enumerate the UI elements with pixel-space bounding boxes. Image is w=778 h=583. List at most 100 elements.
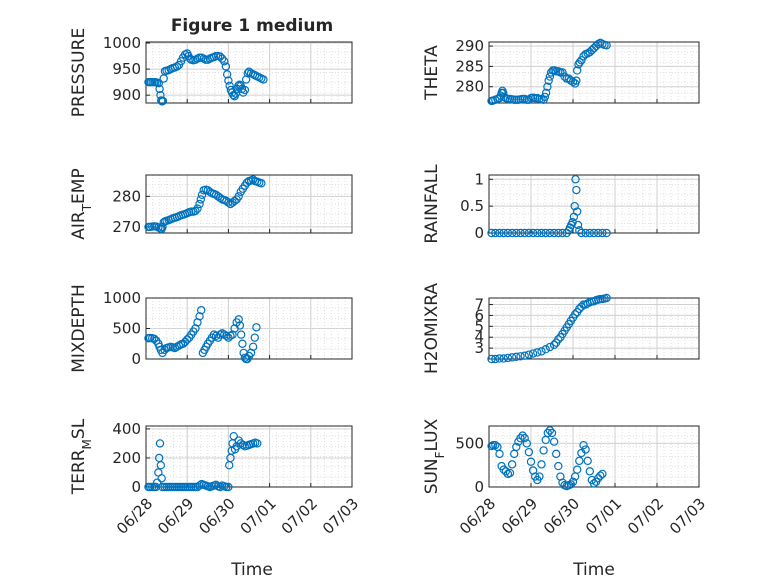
data-point: [218, 54, 227, 63]
data-point: [572, 185, 581, 195]
data-point: [566, 76, 576, 85]
data-point: [581, 445, 590, 454]
data-point: [191, 206, 200, 216]
y-tick-label: 280: [112, 187, 141, 205]
data-point: [545, 426, 555, 435]
data-point: [544, 76, 553, 85]
data-point: [602, 228, 611, 238]
data-point: [248, 342, 258, 351]
data-point: [524, 350, 534, 359]
data-point: [552, 449, 561, 459]
data-point: [257, 179, 266, 188]
data-point: [594, 228, 603, 238]
data-point: [579, 52, 588, 61]
data-point: [215, 482, 225, 492]
data-point: [250, 333, 259, 342]
data-point: [193, 204, 202, 213]
data-point: [581, 228, 590, 238]
y-tick-label: 500: [112, 320, 141, 338]
data-point: [230, 196, 239, 206]
y-tick-label: 290: [455, 37, 484, 55]
data-point: [594, 474, 603, 483]
data-point: [503, 228, 513, 238]
data-point: [541, 344, 550, 354]
data-point: [575, 456, 584, 466]
y-axis-label: SUNFLUX: [422, 418, 447, 494]
data-point: [243, 69, 252, 78]
data-point: [572, 76, 581, 85]
data-point: [520, 351, 529, 360]
data-point: [520, 228, 529, 238]
data-point: [516, 434, 525, 443]
y-axis-label: THETA: [422, 45, 442, 101]
figure-title: Figure 1 medium: [171, 16, 333, 36]
data-point: [234, 192, 243, 201]
data-point: [549, 228, 559, 238]
data-point: [554, 228, 563, 238]
data-point: [522, 439, 532, 448]
y-axis-label: TERRMSL: [69, 418, 94, 495]
data-point: [252, 323, 261, 332]
y-tick-label: 0: [131, 350, 141, 368]
data-point: [234, 315, 243, 324]
data-point: [568, 477, 578, 486]
data-point: [507, 460, 517, 469]
data-point: [573, 465, 582, 474]
data-point: [585, 228, 595, 238]
data-point: [585, 467, 595, 476]
data-point: [528, 349, 538, 358]
y-tick-label: 5: [474, 317, 484, 335]
data-point: [547, 428, 557, 438]
data-point: [512, 228, 521, 238]
data-point: [235, 80, 244, 89]
y-tick-label: 200: [112, 449, 141, 467]
data-point: [197, 306, 206, 315]
data-point: [573, 207, 582, 216]
data-point: [158, 222, 167, 232]
data-point: [589, 479, 599, 488]
y-tick-label: 4: [474, 328, 484, 346]
data-point: [154, 78, 163, 88]
y-tick-label: 0: [474, 224, 484, 242]
data-point: [195, 199, 204, 209]
data-point: [152, 478, 162, 487]
data-point: [505, 468, 515, 478]
data-point: [503, 353, 513, 363]
data-point: [222, 70, 232, 79]
y-tick-label: 900: [112, 86, 141, 104]
y-axis-label-subscript: F: [433, 451, 447, 458]
y-axis-label: AIRTEMP: [69, 168, 94, 239]
y-tick-label: 3: [474, 339, 484, 357]
data-point: [170, 343, 180, 353]
y-axis-label-part: EMP: [69, 168, 89, 204]
data-point: [554, 335, 563, 344]
data-point: [499, 354, 508, 363]
data-point: [241, 75, 251, 84]
data-point: [537, 347, 546, 356]
data-point: [229, 431, 238, 441]
y-axis-label-part: TERR: [69, 449, 89, 495]
data-point: [602, 293, 611, 303]
data-point: [545, 228, 555, 238]
axes-box: [488, 174, 700, 234]
data-point: [220, 57, 229, 66]
y-axis-label-part: AIR: [69, 211, 89, 240]
data-point: [172, 62, 182, 71]
data-point: [573, 66, 582, 75]
y-tick-label: 6: [474, 306, 484, 324]
data-point: [253, 439, 262, 448]
data-point: [558, 68, 567, 77]
data-point: [589, 228, 599, 238]
data-point: [583, 456, 592, 466]
axes-box: [488, 41, 700, 104]
data-point: [240, 85, 250, 95]
y-tick-label: 1000: [103, 34, 141, 52]
data-point: [236, 330, 246, 339]
data-point: [573, 220, 583, 230]
data-point: [196, 195, 205, 204]
y-axis-label: RAINFALL: [422, 164, 442, 244]
data-point: [577, 228, 586, 238]
data-point: [155, 84, 164, 94]
data-point: [218, 329, 227, 338]
